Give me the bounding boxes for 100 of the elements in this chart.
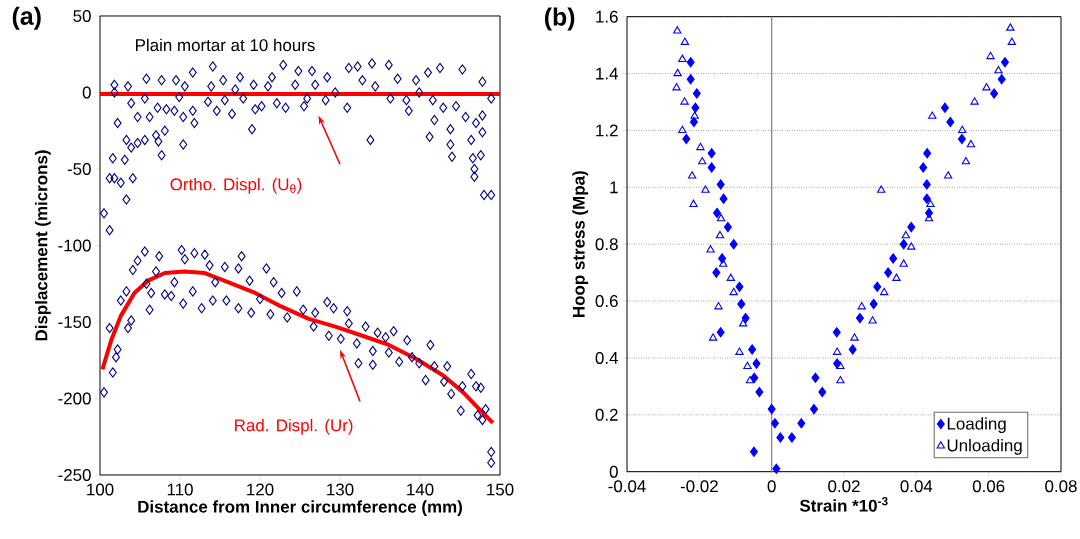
point: [686, 57, 695, 68]
legend-label: Unloading: [947, 438, 1022, 455]
point: [748, 344, 757, 355]
point: [672, 83, 681, 91]
point: [899, 259, 908, 267]
point: [686, 74, 695, 85]
point: [729, 287, 738, 296]
y-tick-label: -200: [58, 392, 91, 405]
y-tick-label: 0: [609, 465, 618, 478]
point: [982, 83, 991, 91]
point: [770, 418, 779, 429]
point: [809, 403, 818, 415]
chart-title: (a): [12, 6, 41, 30]
point: [997, 74, 1006, 85]
point: [690, 111, 699, 119]
point: [678, 125, 687, 134]
point: [869, 298, 878, 310]
point: [850, 333, 859, 341]
point: [713, 207, 722, 219]
point: [696, 142, 705, 151]
point: [719, 193, 728, 204]
point: [901, 230, 911, 239]
point: [716, 327, 725, 338]
x-tick-label: 0: [767, 480, 776, 493]
annotation: Plain mortar at 10 hours: [136, 38, 315, 52]
point: [919, 162, 928, 173]
legend-label: Loading: [947, 417, 1006, 434]
annotation: Ortho. Displ. (U$_{θ}$): [170, 177, 302, 194]
point: [811, 372, 820, 383]
point: [889, 253, 898, 264]
x-axis-title: Distance from Inner circumference (mm): [138, 500, 462, 517]
y-tick-label: 1: [610, 181, 618, 194]
point: [1006, 23, 1015, 31]
point: [943, 171, 953, 179]
point: [776, 432, 785, 443]
point: [836, 375, 845, 384]
y-tick-label: 0: [82, 86, 91, 99]
point: [922, 179, 931, 190]
y-tick-label: 50: [73, 9, 91, 22]
point: [879, 287, 889, 296]
annotation: Rad. Displ. (Ur): [235, 418, 353, 435]
point: [716, 179, 725, 190]
point: [707, 148, 716, 159]
point: [680, 97, 689, 105]
point: [715, 230, 725, 239]
point: [745, 375, 755, 384]
x-tick-label: 120: [247, 483, 274, 496]
point: [712, 267, 721, 278]
point: [682, 133, 691, 145]
x-tick-label: 150: [487, 483, 514, 496]
point: [1007, 37, 1017, 45]
point: [716, 213, 726, 222]
x-tick-label: 130: [327, 483, 354, 496]
point: [714, 302, 723, 310]
point: [673, 26, 682, 34]
point: [738, 319, 748, 327]
point: [691, 102, 700, 113]
x-tick-label: 0.06: [972, 480, 1005, 493]
x-tick-label: 0.04: [900, 480, 933, 493]
point: [940, 102, 949, 113]
point: [701, 185, 710, 193]
point: [719, 259, 728, 267]
point: [961, 156, 971, 165]
point: [708, 333, 718, 341]
point: [767, 403, 776, 415]
point: [707, 162, 716, 173]
point: [743, 361, 752, 370]
point: [907, 242, 916, 250]
point: [884, 267, 893, 278]
point: [873, 281, 882, 292]
point: [958, 125, 967, 134]
point: [678, 54, 687, 62]
point: [787, 432, 796, 443]
point: [855, 312, 864, 324]
point: [818, 386, 827, 398]
point: [737, 298, 746, 310]
point: [832, 327, 841, 338]
point: [966, 139, 976, 148]
point: [741, 312, 750, 324]
x-tick-label: 100: [87, 483, 114, 496]
y-tick-label: 1.2: [596, 124, 618, 137]
point: [680, 37, 690, 45]
point: [832, 347, 842, 355]
point: [750, 372, 759, 383]
x-tick-label: -0.02: [680, 480, 718, 493]
point: [797, 418, 806, 429]
point: [957, 133, 966, 145]
point: [857, 302, 866, 310]
y-tick-label: -50: [67, 162, 91, 175]
point: [706, 245, 715, 253]
point: [755, 386, 764, 398]
point: [673, 68, 682, 77]
y-tick-label: -100: [58, 239, 91, 252]
y-axis-title: Hoop stress (Mpa): [572, 171, 589, 317]
point: [926, 199, 935, 208]
y-tick-label: 1.4: [596, 67, 618, 80]
point: [946, 116, 955, 128]
point: [994, 65, 1003, 74]
x-tick-label: -0.04: [608, 480, 646, 493]
y-axis-title: Displacement (microns): [34, 150, 51, 341]
